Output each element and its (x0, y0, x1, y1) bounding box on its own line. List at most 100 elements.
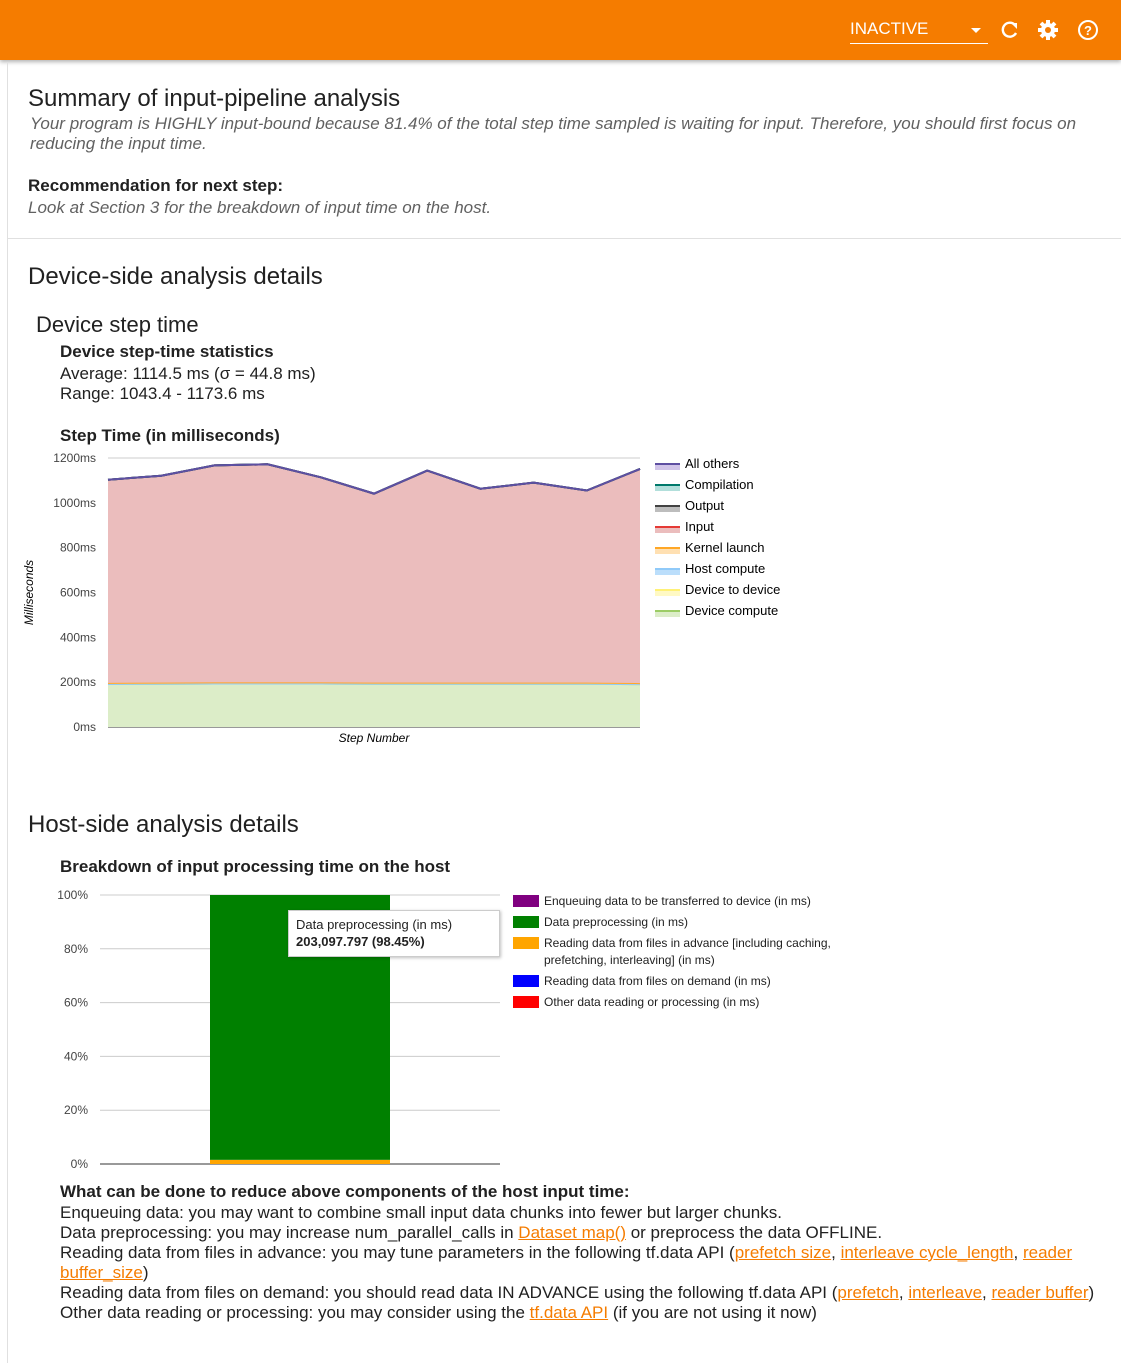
tooltip-text: 203,097.797 (98.45%) (296, 934, 425, 949)
text: , (831, 1243, 841, 1262)
legend-label: Device to device (685, 582, 780, 597)
legend-label: Other data reading or processing (in ms) (544, 995, 760, 1009)
separator (7, 238, 1121, 239)
status-select[interactable]: INACTIVE (850, 19, 988, 44)
text: , (982, 1283, 992, 1302)
advice-line: Other data reading or processing: you ma… (60, 1303, 1100, 1323)
y-tick-label: 600ms (60, 586, 96, 600)
tooltip-title: Data preprocessing (in ms) (296, 917, 453, 932)
chart-title: Step Time (in milliseconds) (60, 426, 280, 445)
y-tick-label: 0ms (73, 720, 96, 734)
svg-text:?: ? (1084, 23, 1092, 38)
subsection-title: Device step time (36, 312, 199, 337)
advice-line: Data preprocessing: you may increase num… (60, 1223, 1100, 1243)
advice-title: What can be done to reduce above compone… (60, 1182, 630, 1201)
advice-line: Reading data from files in advance: you … (60, 1243, 1100, 1283)
link[interactable]: Dataset map() (518, 1223, 626, 1242)
advice-line: Reading data from files on demand: you s… (60, 1283, 1100, 1303)
area-line (107, 463, 641, 495)
y-axis-title: Milliseconds (22, 560, 36, 625)
text: Other data reading or processing: you ma… (60, 1303, 530, 1322)
tooltip: Data preprocessing (in ms) 203,097.797 (… (288, 910, 500, 957)
legend-label: All others (685, 456, 740, 471)
link[interactable]: reader buffer_size (60, 1243, 1073, 1282)
link[interactable]: interleave cycle_length (840, 1243, 1014, 1262)
bar-segment (210, 1159, 390, 1164)
text: , (1013, 1243, 1023, 1262)
link[interactable]: reader buffer (991, 1283, 1089, 1302)
summary-text: Your program is HIGHLY input-bound becau… (30, 114, 1077, 153)
y-tick-label: 60% (64, 996, 88, 1010)
dropdown-arrow[interactable] (971, 28, 981, 33)
legend-swatch (655, 569, 680, 575)
legend-item: Other data reading or processing (in ms) (513, 994, 833, 1011)
recommendation-title: Recommendation for next step: (28, 176, 284, 195)
legend-label: Device compute (685, 603, 778, 618)
text: (if you are not using it now) (608, 1303, 817, 1322)
legend-swatch (513, 937, 539, 949)
legend-swatch (655, 464, 680, 470)
link[interactable]: prefetch (837, 1283, 899, 1302)
legend-label: Enqueuing data to be transferred to devi… (544, 894, 811, 908)
legend-item: Enqueuing data to be transferred to devi… (513, 893, 833, 910)
advice: Enqueuing data: you may want to combine … (60, 1203, 1100, 1323)
stats-range: Range: 1043.4 - 1173.6 ms (60, 384, 265, 403)
advice-line: Enqueuing data: you may want to combine … (60, 1203, 1100, 1223)
link[interactable]: interleave (908, 1283, 983, 1302)
legend-label: Compilation (685, 477, 754, 492)
text: Data preprocessing: you may increase num… (60, 1223, 519, 1242)
legend-swatch (655, 506, 680, 512)
stats-title: Device step-time statistics (60, 342, 274, 361)
link[interactable]: prefetch size (734, 1243, 832, 1262)
text: Reading data from files in advance: you … (60, 1243, 735, 1262)
legend-swatch (655, 527, 680, 533)
legend-label: Host compute (685, 561, 765, 576)
settings-icon[interactable] (1038, 20, 1058, 40)
legend-swatch (513, 975, 539, 987)
text: ) (142, 1263, 149, 1282)
legend: Enqueuing data to be transferred to devi… (513, 893, 833, 1015)
chart-title: Breakdown of input processing time on th… (60, 857, 451, 876)
legend-label: Kernel launch (685, 540, 765, 555)
legend-swatch (655, 611, 680, 617)
help-icon[interactable]: ? (1078, 20, 1098, 40)
y-tick-label: 1000ms (53, 496, 96, 510)
legend-item: Reading data from files in advance [incl… (513, 935, 833, 969)
refresh-icon[interactable] (1001, 21, 1018, 38)
toolbar (0, 0, 1121, 60)
legend-label: Data preprocessing (in ms) (544, 915, 689, 929)
text: Enqueuing data: you may want to combine … (60, 1203, 782, 1222)
section-title: Host-side analysis details (28, 811, 299, 838)
legend-item: Data preprocessing (in ms) (513, 914, 833, 931)
recommendation: Look at Section 3 for the breakdown of i… (28, 198, 492, 217)
toolbar-icons: ? (971, 20, 1098, 40)
legend-swatch (655, 590, 680, 596)
section-title: Device-side analysis details (28, 263, 323, 290)
area-line (107, 682, 641, 686)
y-tick-label: 100% (57, 888, 88, 902)
text: , (898, 1283, 909, 1302)
area (108, 683, 640, 727)
y-tick-label: 0% (71, 1157, 89, 1171)
area (108, 464, 640, 684)
text: ) (1088, 1283, 1095, 1302)
legend-swatch (513, 895, 539, 907)
y-tick-label: 1200ms (53, 451, 96, 465)
y-tick-label: 20% (64, 1103, 88, 1117)
stats-average: Average: 1114.5 ms (σ = 44.8 ms) (60, 364, 316, 383)
text: or preprocess the data OFFLINE. (626, 1223, 883, 1242)
y-tick-label: 40% (64, 1049, 88, 1063)
legend-swatch (513, 996, 539, 1008)
text: Reading data from files on demand: you s… (60, 1283, 838, 1302)
legend-label: Output (685, 498, 724, 513)
left-border (7, 62, 8, 1363)
summary-title: Summary of input-pipeline analysis (28, 85, 401, 112)
y-tick-label: 800ms (60, 541, 96, 555)
legend-swatch (513, 916, 539, 928)
x-axis-title: Step Number (339, 731, 411, 745)
link[interactable]: tf.data API (529, 1303, 609, 1322)
legend-item: Reading data from files on demand (in ms… (513, 973, 833, 990)
legend-label: Reading data from files in advance [incl… (544, 936, 831, 967)
y-tick-label: 400ms (60, 630, 96, 644)
